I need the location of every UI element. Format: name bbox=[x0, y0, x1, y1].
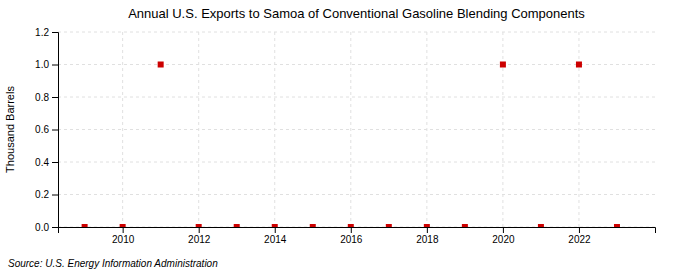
grid-line bbox=[198, 32, 199, 227]
point bbox=[310, 224, 316, 227]
tick-mark bbox=[52, 65, 58, 66]
tick-label: 2020 bbox=[492, 234, 515, 245]
x-tick: 2020 bbox=[492, 227, 515, 245]
x-tick: 2010 bbox=[112, 227, 135, 245]
tick-mark bbox=[351, 227, 352, 233]
tick-label: 2018 bbox=[416, 234, 439, 245]
tick-label: 2010 bbox=[112, 234, 135, 245]
tick-label: 0.8 bbox=[35, 92, 49, 103]
y-tick: 1.0 bbox=[35, 59, 58, 70]
point bbox=[272, 224, 278, 227]
tick-label: 2014 bbox=[264, 234, 287, 245]
x-tick: 2018 bbox=[416, 227, 439, 245]
tick-mark bbox=[275, 227, 276, 233]
tick-label: 0.6 bbox=[35, 124, 49, 135]
y-tick: 0.8 bbox=[35, 92, 58, 103]
tick-label: 0.4 bbox=[35, 157, 49, 168]
grid-line bbox=[274, 32, 275, 227]
y-tick: 0.4 bbox=[35, 157, 58, 168]
tick-mark bbox=[52, 195, 58, 196]
grid-line bbox=[426, 32, 427, 227]
grid-line bbox=[350, 32, 351, 227]
tick-mark bbox=[199, 227, 200, 233]
point bbox=[462, 224, 468, 227]
point bbox=[538, 224, 544, 227]
x-axis: 2010 2012 2014 2016 2018 2020 2022 bbox=[59, 227, 656, 245]
point bbox=[614, 224, 620, 227]
points bbox=[82, 62, 620, 228]
x-tick: 2014 bbox=[264, 227, 287, 245]
grid-line bbox=[58, 162, 655, 163]
point bbox=[576, 62, 582, 68]
grid-line bbox=[58, 32, 655, 33]
tick-mark bbox=[579, 227, 580, 233]
point bbox=[424, 224, 430, 227]
y-axis-label: Thousand Barrels bbox=[4, 86, 16, 173]
x-tick: 2012 bbox=[188, 227, 211, 245]
tick-mark bbox=[52, 227, 58, 228]
tick-label: 2016 bbox=[340, 234, 363, 245]
grid-line bbox=[122, 32, 123, 227]
x-grid bbox=[123, 32, 579, 227]
plot: 2010 2012 2014 2016 2018 2020 2022 0.0 0.2 0.4 0.6… bbox=[35, 27, 655, 245]
point bbox=[120, 224, 126, 227]
tick-mark bbox=[52, 97, 58, 98]
grid-line bbox=[578, 32, 579, 227]
grid-line bbox=[58, 194, 655, 195]
grid-line bbox=[502, 32, 503, 227]
point bbox=[348, 224, 354, 227]
tick-label: 1.0 bbox=[35, 59, 49, 70]
x-tick: 2016 bbox=[340, 227, 363, 245]
y-grid bbox=[58, 32, 655, 227]
chart: 2010 2012 2014 2016 2018 2020 2022 0.0 0.2 0.4 0.6… bbox=[0, 0, 675, 275]
tick-label: 0.0 bbox=[35, 222, 49, 233]
grid-line bbox=[58, 97, 655, 98]
x-tick: 2022 bbox=[568, 227, 591, 245]
tick-mark bbox=[52, 32, 58, 33]
tick-mark bbox=[123, 227, 124, 233]
title: Annual U.S. Exports to Samoa of Conventi… bbox=[128, 6, 585, 21]
point bbox=[158, 62, 164, 68]
point bbox=[386, 224, 392, 227]
point bbox=[234, 224, 240, 227]
tick-label: 0.2 bbox=[35, 189, 49, 200]
annotation: Source: U.S. Energy Information Administ… bbox=[8, 258, 218, 269]
tick-mark bbox=[52, 162, 58, 163]
y-tick: 0.0 bbox=[35, 222, 58, 233]
y-tick: 0.2 bbox=[35, 189, 58, 200]
point bbox=[500, 62, 506, 68]
y-axis-line bbox=[52, 33, 59, 228]
tick-label: 2022 bbox=[568, 234, 591, 245]
y-axis: 0.0 0.2 0.4 0.6 0.8 1.0 1.2 bbox=[35, 27, 58, 233]
y-tick: 0.6 bbox=[35, 124, 58, 135]
point bbox=[82, 224, 88, 227]
tick-mark bbox=[503, 227, 504, 233]
tick-mark bbox=[52, 130, 58, 131]
y-tick: 1.2 bbox=[35, 27, 58, 38]
tick-mark bbox=[427, 227, 428, 233]
x-axis-line bbox=[59, 228, 656, 234]
grid-line bbox=[58, 129, 655, 130]
tick-label: 1.2 bbox=[35, 27, 49, 38]
point bbox=[196, 224, 202, 227]
grid-line bbox=[58, 64, 655, 65]
tick-label: 2012 bbox=[188, 234, 211, 245]
